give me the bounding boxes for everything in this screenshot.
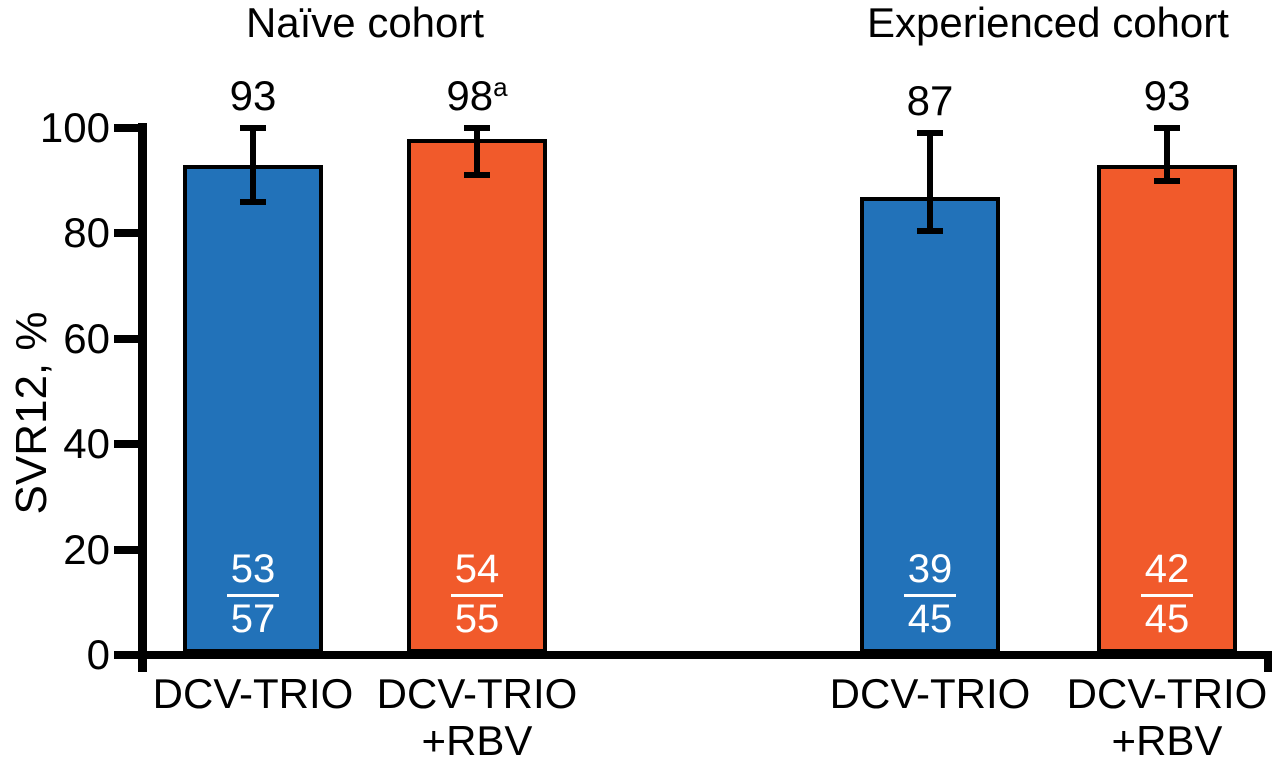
y-tick-label: 80 — [63, 209, 110, 257]
x-axis-label: DCV-TRIO +RBV — [357, 670, 597, 764]
x-axis-label-line: DCV-TRIO — [152, 670, 354, 717]
error-bar-cap-bottom — [1154, 177, 1180, 184]
x-axis-label-line: DCV-TRIO — [376, 670, 578, 717]
cohort-title-experienced: Experienced cohort — [867, 0, 1229, 46]
value-footnote-marker: a — [493, 72, 508, 102]
x-axis-end-cap — [1264, 651, 1272, 672]
y-tick-mark — [114, 651, 140, 659]
x-axis-label: DCV-TRIO — [133, 670, 373, 717]
fraction-denominator: 45 — [1144, 597, 1190, 641]
error-bar-line — [474, 128, 480, 176]
bar-dcv-trio-rbv-na-ve-cohort — [407, 138, 547, 653]
bar-value-label: 93 — [1143, 72, 1191, 119]
bar-dcv-trio-rbv-experienced-cohort — [1097, 164, 1237, 653]
x-axis-line — [138, 651, 1272, 659]
fraction-denominator: 57 — [230, 597, 276, 641]
fraction-numerator: 42 — [1140, 547, 1194, 597]
y-tick-label: 20 — [63, 525, 110, 573]
bar-fraction: 39 45 — [860, 547, 1000, 642]
error-bar-cap-top — [240, 125, 266, 131]
error-bar-line — [250, 128, 256, 202]
bar-value-label: 93 — [229, 72, 277, 119]
fraction-denominator: 55 — [454, 597, 500, 641]
x-axis-label-line: DCV-TRIO — [1066, 670, 1268, 717]
y-tick-mark — [114, 334, 140, 343]
error-bar-cap-bottom — [240, 198, 266, 205]
y-tick-mark — [114, 545, 140, 554]
y-tick-label: 100 — [39, 104, 110, 151]
y-axis-line — [138, 123, 147, 672]
error-bar-line — [1164, 128, 1170, 181]
bar-value-label: 87 — [906, 77, 954, 125]
x-axis-label-line: +RBV — [1111, 717, 1223, 764]
bar-dcv-trio-experienced-cohort — [860, 196, 1000, 653]
x-axis-label: DCV-TRIO — [810, 670, 1050, 717]
y-tick-label: 0 — [86, 631, 110, 678]
bar-fraction: 53 57 — [183, 547, 323, 642]
bar-fraction: 42 45 — [1097, 547, 1237, 642]
cohort-title-naive: Naïve cohort — [245, 0, 485, 46]
y-tick-label: 60 — [63, 314, 110, 362]
bar-value-label: 98a — [446, 72, 508, 119]
error-bar-cap-top — [1154, 125, 1180, 131]
error-bar-line — [927, 133, 933, 231]
x-axis-label-line: DCV-TRIO — [829, 670, 1031, 717]
fraction-numerator: 53 — [226, 547, 280, 597]
error-bar-cap-bottom — [464, 172, 490, 179]
y-tick-mark — [114, 229, 140, 238]
y-tick-label: 40 — [63, 420, 110, 468]
error-bar-cap-top — [464, 125, 490, 131]
error-bar-cap-top — [917, 130, 943, 137]
fraction-numerator: 54 — [450, 547, 504, 597]
bar-fraction: 54 55 — [407, 547, 547, 642]
fraction-denominator: 45 — [907, 597, 953, 641]
error-bar-cap-bottom — [917, 227, 943, 234]
y-tick-mark — [114, 440, 140, 449]
x-axis-label: DCV-TRIO +RBV — [1047, 670, 1280, 764]
y-tick-mark — [114, 124, 140, 132]
x-axis-label-line: +RBV — [421, 717, 533, 764]
fraction-numerator: 39 — [903, 547, 957, 597]
